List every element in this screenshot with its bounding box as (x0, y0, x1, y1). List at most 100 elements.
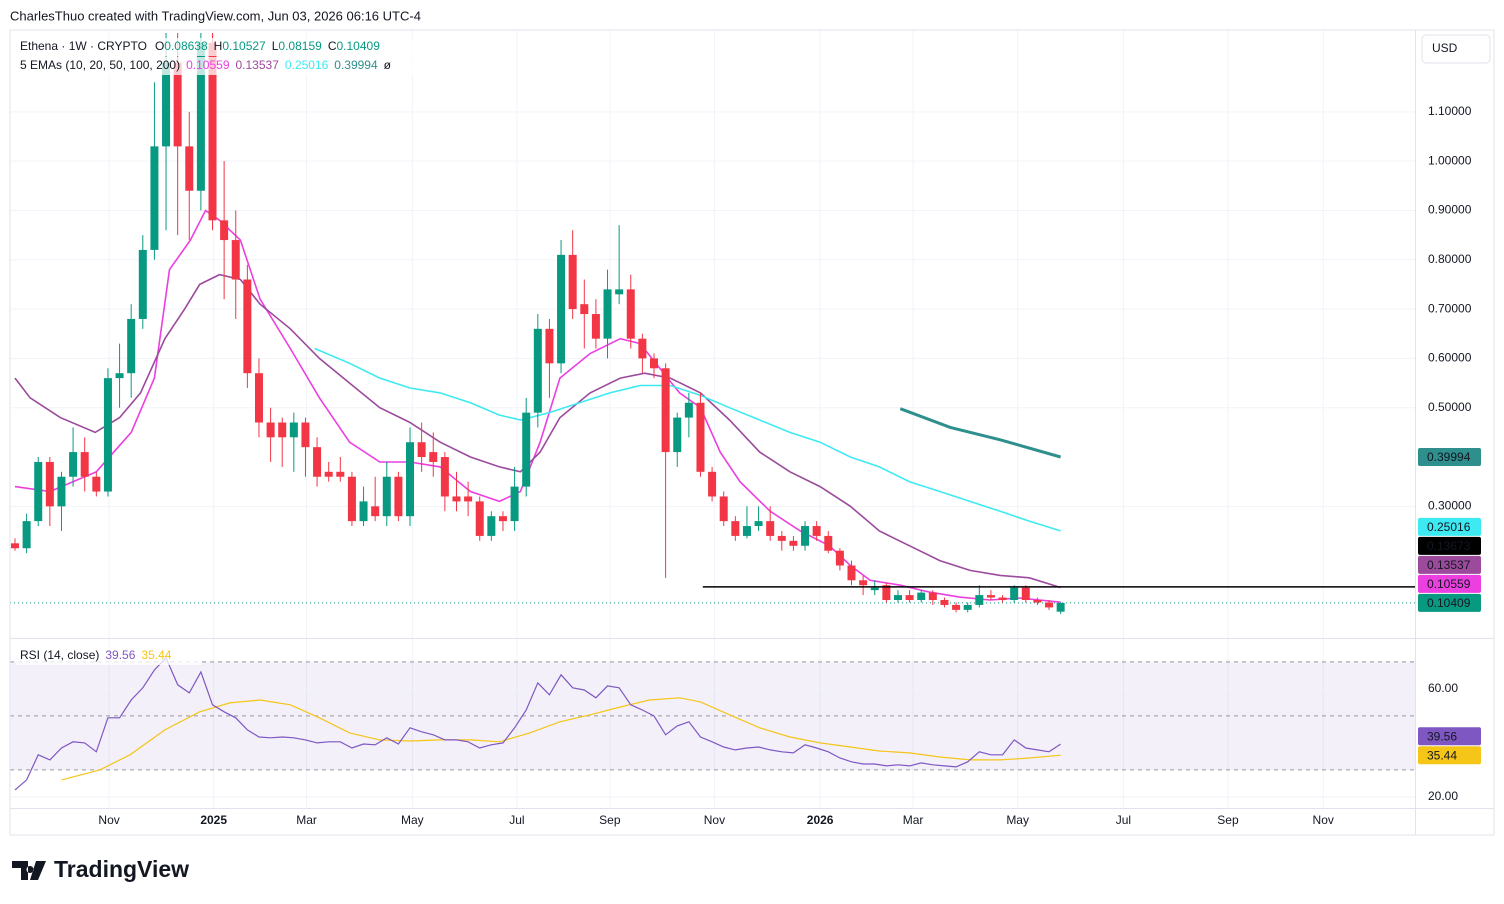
brand-icon (12, 861, 46, 880)
x-tick-label: May (1006, 813, 1029, 827)
rsi-ma-line (61, 697, 1061, 781)
axis-value-label: 39.56 (1427, 729, 1457, 743)
ohlc-value: 0.10527 (222, 39, 266, 53)
candle-body (92, 476, 101, 492)
candle-body (487, 516, 496, 536)
x-tick-label: Mar (903, 813, 924, 827)
candle-body (777, 535, 786, 541)
axis-value-label: 0.13673 (1427, 539, 1471, 553)
candle-body (870, 587, 879, 591)
candle-body (10, 543, 19, 549)
candle-body (1010, 587, 1019, 601)
candle-body (510, 486, 519, 522)
candle-body (278, 422, 287, 438)
candle-body (34, 461, 43, 522)
axis-value-badge (1418, 593, 1481, 612)
candle-body (615, 289, 624, 295)
candle-body (196, 42, 205, 191)
ema-value: 0.10559 (186, 58, 230, 72)
rsi-tick-label: 60.00 (1428, 681, 1458, 695)
x-tick-label: Nov (1313, 813, 1334, 827)
candle-body (464, 496, 473, 502)
axis-value-badge (1418, 555, 1481, 574)
candle-body (998, 597, 1007, 601)
currency-button-box[interactable] (1421, 34, 1491, 64)
x-tick-label: Nov (98, 813, 119, 827)
candle-body (382, 476, 391, 517)
ohlc-value: 0.08159 (278, 39, 322, 53)
candle-body (824, 535, 833, 551)
axis-value-label: 35.44 (1427, 748, 1457, 762)
ohlc-label: L (272, 39, 279, 53)
y-tick-label: 1.10000 (1428, 104, 1472, 118)
rsi-legend: RSI (14, close) 39.56 35.44 (20, 648, 172, 662)
candle-body (847, 565, 856, 581)
candle-body (231, 240, 240, 280)
candle-body (626, 289, 635, 339)
candle-body (859, 580, 868, 586)
candle-body (522, 412, 531, 487)
candle-body (498, 516, 507, 522)
candle-body (754, 521, 763, 527)
axis-value-badge (1418, 517, 1481, 536)
candle-body (812, 526, 821, 536)
candle-body (533, 328, 542, 413)
rsi-value: 39.56 (105, 648, 135, 662)
x-tick-label: Sep (599, 813, 621, 827)
candle-body (1045, 602, 1054, 608)
axis-value-badge (1418, 536, 1481, 555)
candle-body (801, 526, 810, 546)
axis-value-label: 0.13537 (1427, 558, 1471, 572)
candle-body (835, 550, 844, 566)
y-tick-label: 0.80000 (1428, 252, 1472, 266)
rsi-line (14, 656, 1061, 791)
ohlc-value: 0.10409 (336, 39, 380, 53)
x-tick-label: Mar (296, 813, 317, 827)
candle-body (1021, 587, 1030, 601)
currency-button[interactable]: USD (1421, 34, 1491, 64)
candle-body (557, 254, 566, 364)
y-tick-label: 0.50000 (1428, 400, 1472, 414)
ema-legend: 5 EMAs (10, 20, 50, 100, 200) 0.10559 0.13… (20, 58, 392, 72)
axis-value-label: 0.10409 (1427, 596, 1471, 610)
y-tick-label: 1.00000 (1428, 153, 1472, 167)
ema-title: 5 EMAs (10, 20, 50, 100, 200) (20, 58, 180, 72)
candle-body (940, 600, 949, 605)
candle-body (882, 585, 891, 601)
candle-body (708, 471, 717, 497)
x-tick-label: 2026 (807, 813, 834, 827)
candle-body (185, 146, 194, 191)
candle-body (313, 447, 322, 477)
candle-body (986, 595, 995, 598)
axis-value-label: 0.10559 (1427, 577, 1471, 591)
candle-body (719, 496, 728, 522)
chart-frame (9, 29, 1495, 836)
candle-body (452, 496, 461, 502)
candle-body (684, 402, 693, 418)
axis-value-badge (1418, 448, 1481, 467)
ohlc-value: 0.08638 (164, 39, 208, 53)
candle-body (673, 417, 682, 453)
ema-value: 0.13537 (236, 58, 280, 72)
symbol-legend: Ethena · 1W · CRYPTO O0.08638 H0.10527 L0.0… (20, 39, 380, 53)
candle-body (952, 604, 961, 610)
currency-label[interactable]: USD (1432, 41, 1458, 55)
candle-body (789, 540, 798, 546)
candle-body (475, 501, 484, 536)
candle-body (103, 378, 112, 492)
candle-body (347, 476, 356, 522)
rsi-pane (14, 656, 1061, 791)
candle-body (371, 506, 380, 517)
y-tick-label: 0.70000 (1428, 301, 1472, 315)
x-tick-label: Sep (1217, 813, 1239, 827)
candle-body (963, 604, 972, 610)
candle-body (220, 220, 229, 241)
chart-layers (10, 30, 1415, 808)
candle-body (69, 452, 78, 477)
axis-value-label: 0.25016 (1427, 520, 1471, 534)
candle-body (173, 62, 182, 147)
candle-body (905, 595, 914, 601)
x-tick-label: 2025 (200, 813, 227, 827)
